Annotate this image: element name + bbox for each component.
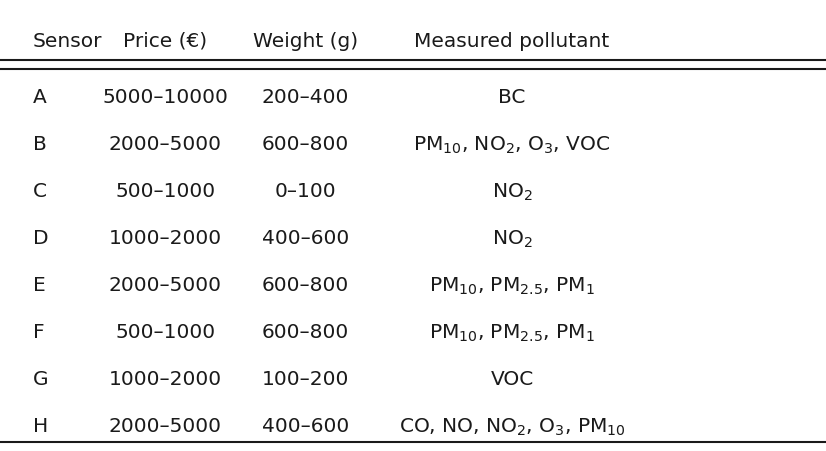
Text: 100–200: 100–200 [262,369,349,388]
Text: PM$_{10}$, PM$_{2.5}$, PM$_{1}$: PM$_{10}$, PM$_{2.5}$, PM$_{1}$ [430,322,595,344]
Text: A: A [33,88,47,107]
Text: Sensor: Sensor [33,32,102,51]
Text: 600–800: 600–800 [262,276,349,295]
Text: CO, NO, NO$_{2}$, O$_{3}$, PM$_{10}$: CO, NO, NO$_{2}$, O$_{3}$, PM$_{10}$ [399,416,625,437]
Text: PM$_{10}$, PM$_{2.5}$, PM$_{1}$: PM$_{10}$, PM$_{2.5}$, PM$_{1}$ [430,276,595,297]
Text: NO$_{2}$: NO$_{2}$ [491,182,533,203]
Text: Measured pollutant: Measured pollutant [415,32,610,51]
Text: D: D [33,229,49,248]
Text: 0–100: 0–100 [275,182,336,201]
Text: 5000–10000: 5000–10000 [102,88,228,107]
Text: Weight (g): Weight (g) [253,32,358,51]
Text: 400–600: 400–600 [262,416,349,435]
Text: 500–1000: 500–1000 [115,322,216,341]
Text: 1000–2000: 1000–2000 [109,229,221,248]
Text: C: C [33,182,47,201]
Text: 1000–2000: 1000–2000 [109,369,221,388]
Text: E: E [33,276,45,295]
Text: 200–400: 200–400 [262,88,349,107]
Text: PM$_{10}$, NO$_{2}$, O$_{3}$, VOC: PM$_{10}$, NO$_{2}$, O$_{3}$, VOC [414,135,610,156]
Text: 600–800: 600–800 [262,322,349,341]
Text: 500–1000: 500–1000 [115,182,216,201]
Text: 2000–5000: 2000–5000 [109,135,221,154]
Text: BC: BC [498,88,526,107]
Text: VOC: VOC [491,369,534,388]
Text: Price (€): Price (€) [123,32,207,51]
Text: G: G [33,369,49,388]
Text: NO$_{2}$: NO$_{2}$ [491,229,533,250]
Text: 600–800: 600–800 [262,135,349,154]
Text: F: F [33,322,45,341]
Text: 2000–5000: 2000–5000 [109,416,221,435]
Text: 2000–5000: 2000–5000 [109,276,221,295]
Text: B: B [33,135,47,154]
Text: 400–600: 400–600 [262,229,349,248]
Text: H: H [33,416,48,435]
